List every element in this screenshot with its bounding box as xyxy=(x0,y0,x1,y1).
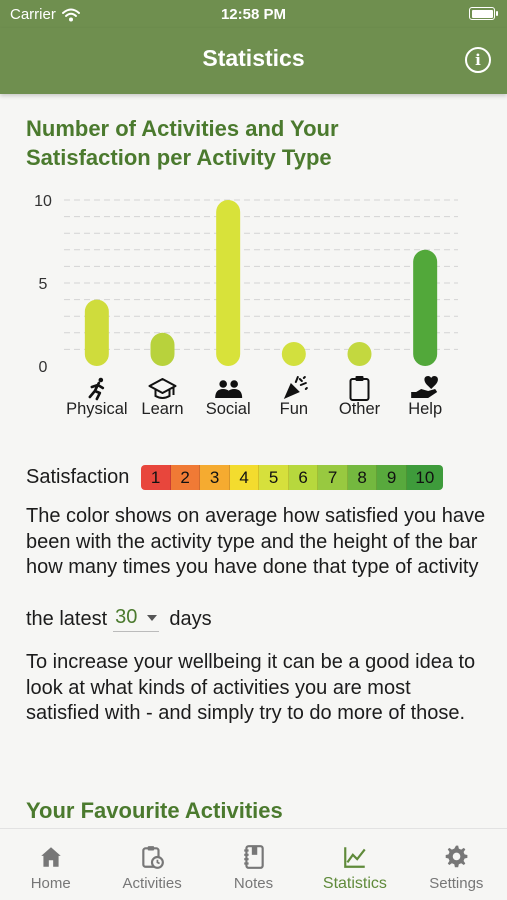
category-label: Learn xyxy=(141,400,183,418)
chart-title: Number of Activities and Your Satisfacti… xyxy=(26,116,339,170)
satisfaction-level-10: 10 xyxy=(406,465,443,490)
bar-help xyxy=(413,249,438,366)
y-tick-label: 5 xyxy=(39,276,48,293)
category-label: Physical xyxy=(66,400,127,418)
tab-notes[interactable]: Notes xyxy=(203,829,304,900)
running-icon xyxy=(88,377,105,401)
satisfaction-level-2: 2 xyxy=(170,465,201,490)
days-suffix: days xyxy=(169,607,212,630)
wifi-icon xyxy=(61,8,80,21)
party-icon xyxy=(283,376,308,399)
carrier-info: Carrier xyxy=(10,6,80,23)
gear-icon xyxy=(446,845,468,868)
favourites-title: Your Favourite Activities xyxy=(26,798,283,823)
category-label: Social xyxy=(206,400,251,418)
status-time: 12:58 PM xyxy=(220,6,287,23)
tab-label: Notes xyxy=(233,875,274,892)
bar-other xyxy=(347,342,372,366)
satisfaction-level-3: 3 xyxy=(200,465,230,490)
dropdown-arrow-icon xyxy=(147,614,158,621)
tab-label: Home xyxy=(30,875,71,892)
satisfaction-label: Satisfaction xyxy=(26,466,130,488)
chart-explanation: The color shows on average how satisfied… xyxy=(26,505,486,578)
bar-learn xyxy=(150,332,175,366)
info-icon: i xyxy=(475,51,481,69)
tab-statistics[interactable]: Statistics xyxy=(304,829,405,900)
page-title: Statistics xyxy=(202,45,305,71)
notes-icon xyxy=(243,845,264,869)
home-icon xyxy=(40,847,61,867)
statistics-icon xyxy=(344,847,366,868)
days-dropdown[interactable]: 30 xyxy=(113,606,160,632)
bar-physical xyxy=(84,299,109,366)
y-tick-label: 10 xyxy=(34,193,52,210)
graduation-cap-icon xyxy=(148,378,177,399)
status-bar: Carrier 12:58 PM xyxy=(0,0,507,28)
satisfaction-scale: 1 2 3 4 5 6 7 8 9 10 xyxy=(141,465,443,490)
bar-fun xyxy=(281,342,306,366)
people-icon xyxy=(215,380,243,398)
tab-label: Statistics xyxy=(322,875,387,892)
statistics-content[interactable]: Number of Activities and Your Satisfacti… xyxy=(0,94,507,828)
days-prefix: the latest xyxy=(26,607,108,630)
satisfaction-level-7: 7 xyxy=(318,465,348,490)
days-value: 30 xyxy=(115,606,138,628)
category-label: Help xyxy=(408,400,442,418)
satisfaction-level-8: 8 xyxy=(347,465,378,490)
category-label: Fun xyxy=(280,400,308,418)
bar-social xyxy=(216,200,241,366)
navigation-bar: Statistics i xyxy=(0,28,507,94)
tab-bar: Home Activities Notes Statistics Setting… xyxy=(0,828,507,900)
info-button[interactable]: i xyxy=(465,47,491,73)
satisfaction-level-4: 4 xyxy=(229,465,260,490)
y-tick-label: 0 xyxy=(39,359,48,376)
hand-heart-icon xyxy=(411,376,438,398)
tab-activities[interactable]: Activities xyxy=(101,829,202,900)
satisfaction-level-5: 5 xyxy=(259,465,289,490)
satisfaction-legend: Satisfaction 1 2 3 4 5 6 7 8 9 10 xyxy=(26,465,443,490)
wellbeing-tip: To increase your wellbeing it can be a g… xyxy=(26,651,476,724)
activity-bar-chart: 0 5 10 Physical Learn Social Fun Other Help xyxy=(34,193,458,418)
tab-home[interactable]: Home xyxy=(0,829,101,900)
satisfaction-level-1: 1 xyxy=(141,465,171,490)
tab-label: Activities xyxy=(122,875,182,892)
clipboard-icon xyxy=(349,376,370,401)
tab-settings[interactable]: Settings xyxy=(406,829,507,900)
satisfaction-level-9: 9 xyxy=(377,465,407,490)
satisfaction-level-6: 6 xyxy=(288,465,319,490)
battery-icon xyxy=(469,7,498,20)
tab-label: Settings xyxy=(429,875,484,892)
carrier-label: Carrier xyxy=(10,6,56,23)
category-label: Other xyxy=(339,400,381,418)
days-filter-row: the latest 30 days xyxy=(26,606,212,632)
activities-icon xyxy=(142,846,165,869)
